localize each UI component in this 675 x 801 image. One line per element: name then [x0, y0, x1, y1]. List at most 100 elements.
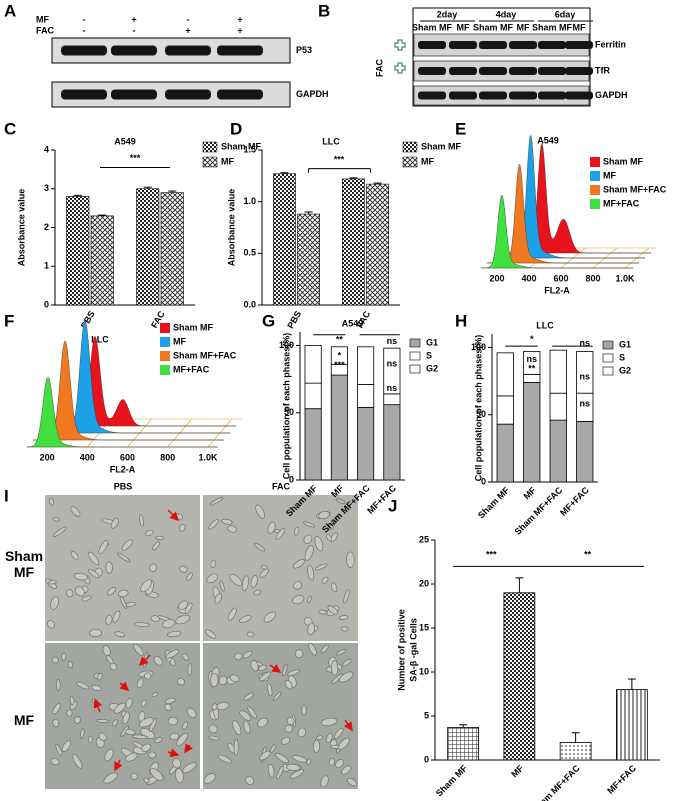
- arrow: [167, 509, 180, 522]
- bar: [160, 192, 184, 306]
- cell: [143, 777, 150, 784]
- significance-label: ***: [334, 155, 345, 165]
- cell: [346, 551, 355, 568]
- cell: [105, 561, 113, 574]
- cell: [155, 535, 165, 540]
- band-label: TfR: [595, 65, 610, 75]
- cell: [208, 735, 220, 741]
- band: [418, 67, 446, 75]
- x-tick-label: Sham MF: [476, 485, 512, 521]
- legend-label: G2: [426, 363, 438, 373]
- legend-swatch: [160, 323, 170, 333]
- bar: [559, 742, 592, 761]
- cell: [257, 717, 268, 728]
- legend-label: G1: [426, 337, 438, 347]
- cell: [132, 734, 149, 740]
- legend-swatch: [402, 141, 418, 153]
- cell: [336, 663, 343, 671]
- row-label: MF: [36, 14, 49, 24]
- cell: [286, 717, 295, 726]
- cell: [134, 622, 150, 627]
- cell: [297, 727, 306, 738]
- cell: [105, 614, 113, 625]
- bar-segment: [357, 384, 375, 408]
- cell: [227, 525, 237, 533]
- sign: -: [187, 14, 190, 24]
- band: [479, 67, 507, 75]
- cell: [308, 642, 317, 656]
- cell: [138, 717, 154, 728]
- band: [418, 91, 446, 100]
- day-label: 2day: [437, 9, 458, 19]
- y-tick-label: 0: [481, 476, 486, 486]
- sign: -: [83, 25, 86, 35]
- x-tick-label: PBS: [285, 309, 303, 330]
- cell: [182, 721, 188, 730]
- group-label: Sham MF: [473, 22, 514, 32]
- chart-title: A549: [537, 135, 559, 145]
- cell: [178, 600, 189, 610]
- bar-segment: [496, 395, 514, 425]
- cell: [176, 678, 186, 686]
- panel-label: F: [4, 311, 14, 330]
- cell: [321, 576, 329, 584]
- bar-segment: [357, 406, 375, 481]
- cell: [117, 589, 129, 598]
- cell: [72, 753, 83, 769]
- cell: [284, 679, 293, 690]
- cell: [162, 619, 176, 629]
- cell: [286, 669, 300, 677]
- cell: [186, 707, 197, 719]
- cell: [50, 757, 60, 766]
- cell: [102, 645, 111, 656]
- bar-segment: [383, 393, 401, 406]
- cell: [327, 605, 339, 615]
- arrow: [269, 664, 282, 673]
- bar-segment: [383, 404, 401, 481]
- y-axis-label: Cell population of each phases(%): [473, 335, 483, 482]
- band: [509, 67, 537, 75]
- panel-label: C: [4, 119, 16, 138]
- cell: [314, 536, 324, 552]
- cell: [140, 699, 147, 707]
- cell: [52, 516, 61, 522]
- histogram: [32, 340, 224, 441]
- legend-label: MF+FAC: [603, 198, 640, 208]
- cell: [301, 705, 307, 716]
- panel-label: G: [262, 311, 275, 330]
- band-label: GAPDH: [595, 90, 628, 100]
- cell: [165, 649, 180, 659]
- cell: [275, 527, 286, 540]
- y-axis-label: Cell population of each phases(%): [281, 333, 291, 480]
- legend-swatch: [202, 141, 218, 153]
- cell: [172, 758, 182, 769]
- band: [538, 67, 566, 75]
- cell: [294, 649, 304, 659]
- cell: [52, 703, 61, 715]
- bar-segment: [496, 423, 514, 483]
- cell: [233, 739, 239, 756]
- x-tick-label: 800: [160, 452, 175, 462]
- cell: [69, 695, 75, 706]
- row-label: MF: [13, 712, 35, 728]
- cell: [330, 582, 338, 593]
- cell: [76, 681, 90, 690]
- cell: [66, 589, 74, 598]
- cell: [179, 523, 186, 532]
- cell: [187, 663, 193, 677]
- legend-swatch: [590, 171, 600, 181]
- cell: [121, 539, 133, 551]
- cell: [140, 579, 153, 593]
- x-tick-label: Sham MF+FAC: [530, 763, 582, 801]
- cell: [56, 678, 61, 692]
- cell: [182, 762, 197, 774]
- legend-swatch: [160, 351, 170, 361]
- legend-label: Sham MF: [173, 322, 214, 332]
- group-label: Sham MF: [412, 22, 453, 32]
- cell: [73, 572, 89, 581]
- significance-label: ***: [130, 153, 141, 163]
- panel-label: H: [455, 311, 467, 330]
- x-tick-label: 1.0K: [615, 273, 635, 283]
- bar-segment: [330, 374, 348, 481]
